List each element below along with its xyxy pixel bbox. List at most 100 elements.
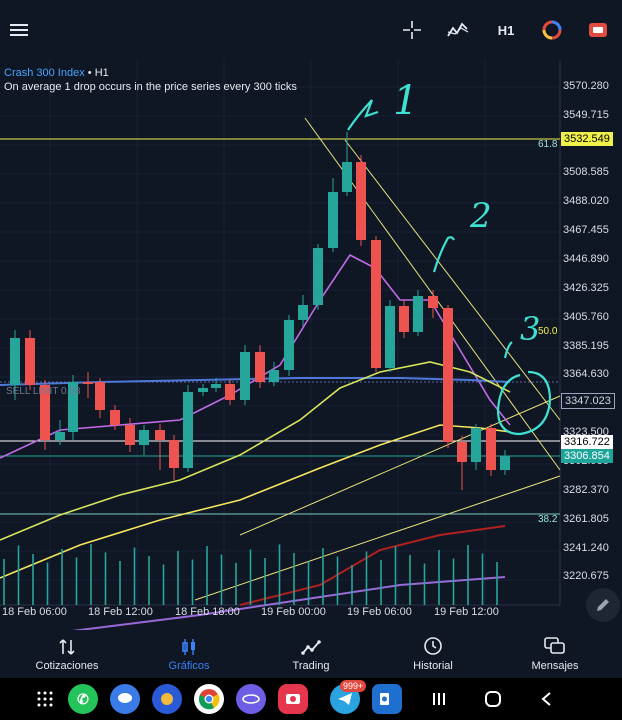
price-axis-label: 3261.805 [563, 513, 609, 525]
bottom-navigation: Cotizaciones Gráficos Trading Historial … [0, 630, 622, 678]
candle-body [471, 428, 481, 462]
candle-body [443, 308, 453, 442]
chrome-app-icon[interactable] [194, 684, 224, 714]
trend-line-up-2 [239, 395, 561, 536]
candle-body [255, 352, 265, 382]
candle-body [225, 384, 235, 400]
internet-app-icon[interactable] [236, 684, 266, 714]
apps-grid-icon[interactable] [30, 684, 60, 714]
messages-app-icon[interactable] [110, 684, 140, 714]
chart-info: Crash 300 Index • H1 On average 1 drop o… [4, 66, 297, 94]
symbol-name: Crash 300 Index [4, 67, 85, 79]
candle-body [125, 425, 135, 445]
nav-messages[interactable]: Mensajes [500, 630, 610, 678]
candle-body [457, 442, 467, 462]
time-label-2: 18 Feb 12:00 [88, 606, 153, 618]
annotation-circle-3 [496, 341, 552, 436]
candle-body [139, 430, 149, 445]
nav-label-history: Historial [413, 660, 453, 672]
history-icon [378, 630, 488, 656]
home-icon[interactable] [478, 684, 508, 714]
nav-label-charts: Gráficos [168, 660, 210, 672]
candle-body [155, 430, 165, 440]
candle-body [385, 306, 395, 368]
timeframe-button[interactable]: H1 [497, 22, 515, 38]
price-axis-label: 3282.370 [563, 484, 609, 496]
quotes-icon [12, 630, 122, 656]
hamburger-icon[interactable] [8, 17, 30, 43]
info-separator: • [84, 67, 95, 79]
info-timeframe: H1 [94, 67, 109, 79]
symbol-description: On average 1 drop occurs in the price se… [4, 81, 297, 93]
annotation-2: 2 [470, 196, 492, 236]
notification-badge: 999+ [340, 680, 367, 692]
top-toolbar: H1 [0, 0, 622, 60]
white-level-price-tag: 3316.722 [561, 435, 613, 449]
candle-body [342, 162, 352, 192]
fib-618-label: 61.8 [538, 139, 558, 150]
ma-yellow-line [0, 424, 511, 579]
fib-50-label: 50.0 [538, 326, 558, 337]
time-label-3: 18 Feb 18:00 [175, 606, 240, 618]
screen-recorder-app-icon[interactable] [278, 684, 308, 714]
candle-body [486, 428, 496, 470]
system-navigation-bar [0, 678, 622, 720]
candle-body [313, 248, 323, 305]
crosshair-icon[interactable] [400, 17, 424, 43]
price-axis-label: 3508.585 [563, 166, 609, 178]
candle-body [198, 388, 208, 392]
nav-charts[interactable]: Gráficos [134, 630, 244, 678]
outlook-app-icon[interactable] [372, 684, 402, 714]
nav-trading[interactable]: Trading [256, 630, 366, 678]
sell-limit-label: SELL LIMIT 0.58 [6, 386, 81, 397]
candle-body [240, 352, 250, 400]
trend-line-down-2 [344, 139, 561, 421]
candle-body [10, 338, 20, 385]
candle-body [500, 456, 510, 470]
nav-label-messages: Mensajes [531, 660, 579, 672]
price-axis-label: 3446.890 [563, 253, 609, 265]
price-axis-label: 3426.325 [563, 282, 609, 294]
color-wheel-icon[interactable] [540, 17, 564, 43]
candle-body [68, 382, 78, 432]
time-label-1: 18 Feb 06:00 [2, 606, 67, 618]
pencil-icon[interactable] [586, 588, 620, 622]
phone-app-icon[interactable]: ✆ [68, 684, 98, 714]
candle-body [95, 382, 105, 410]
trade-icon[interactable] [586, 17, 610, 43]
candle-body [298, 305, 308, 320]
candle-body [40, 385, 50, 440]
price-chart[interactable] [0, 60, 622, 630]
ma-price-tag: 3347.023 [561, 393, 615, 409]
price-axis-label: 3385.195 [563, 340, 609, 352]
candle-body [110, 410, 120, 425]
nav-history[interactable]: Historial [378, 630, 488, 678]
nav-label-trading: Trading [292, 660, 330, 672]
candle-body [211, 384, 221, 388]
price-axis-label: 3549.715 [563, 109, 609, 121]
fib-382-label: 38.2 [538, 514, 558, 525]
price-axis-label: 3488.020 [563, 195, 609, 207]
back-icon[interactable] [532, 684, 562, 714]
time-label-6: 19 Feb 12:00 [434, 606, 499, 618]
nav-label-quotes: Cotizaciones [35, 660, 99, 672]
nav-quotes[interactable]: Cotizaciones [12, 630, 122, 678]
price-axis-label: 3364.630 [563, 368, 609, 380]
candle-body [356, 162, 366, 240]
price-axis-label: 3241.240 [563, 542, 609, 554]
candle-body [25, 338, 35, 385]
ma-purple-line [71, 576, 506, 630]
price-axis-label: 3570.280 [563, 80, 609, 92]
candle-body [183, 392, 193, 468]
candle-body [83, 382, 93, 384]
candle-body [169, 440, 179, 468]
gallery-app-icon[interactable] [152, 684, 182, 714]
candle-body [413, 296, 423, 332]
trading-icon [256, 630, 366, 656]
price-axis-label: 3220.675 [563, 570, 609, 582]
indicators-icon[interactable] [446, 17, 470, 43]
time-label-5: 19 Feb 06:00 [347, 606, 412, 618]
current-price-tag: 3306.854 [561, 449, 613, 463]
annotation-1: 1 [393, 78, 419, 124]
recent-apps-icon[interactable] [424, 684, 454, 714]
